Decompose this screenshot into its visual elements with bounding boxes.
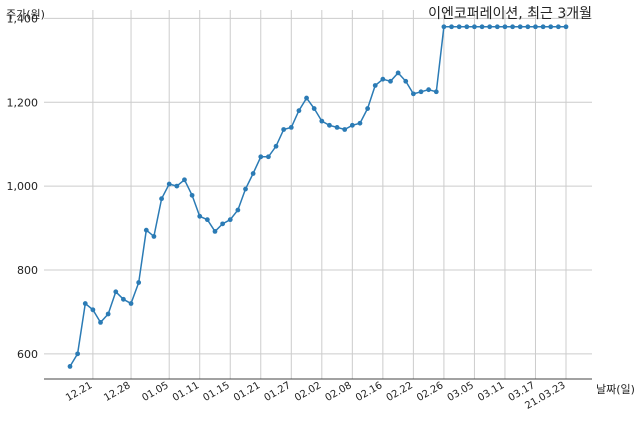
y-tick-label: 1,400 [7,12,39,25]
y-tick-label: 1,200 [7,96,39,109]
grid-lines [44,10,592,379]
data-point [487,24,493,30]
data-point [113,289,119,295]
data-point [235,207,241,213]
data-point [533,24,538,30]
data-point [494,24,500,30]
data-point [349,122,355,128]
data-point [151,234,157,239]
x-tick-label: 01.15 [201,380,231,404]
data-point [472,24,477,30]
data-point [189,192,195,198]
data-point [174,183,180,189]
data-point [197,213,203,219]
data-point [75,351,81,357]
data-point [327,122,332,128]
data-point [372,83,378,88]
data-point [166,181,172,187]
data-point [243,186,248,192]
y-tick-labels: 600 800 1,000 1,200 1,400 [7,12,39,360]
data-point [311,106,317,111]
data-point [143,227,149,233]
data-point [182,177,187,183]
x-tick-label: 01.05 [140,380,170,404]
data-point [227,217,233,223]
data-point [365,106,370,111]
data-points [67,24,569,369]
y-tick-label: 600 [17,348,38,361]
data-point [212,229,218,234]
data-point [121,296,126,302]
x-tick-label: 12.21 [64,380,94,404]
x-tick-labels: 12.21 12.28 01.05 01.11 01.15 01.21 01.27 02.02… [64,380,567,412]
x-tick-label: 02.16 [354,380,384,404]
data-point [319,118,325,124]
data-point [502,24,508,30]
x-tick-label: 02.08 [324,380,354,404]
x-tick-label: 02.26 [415,380,445,404]
data-point [357,120,363,126]
data-point [90,307,96,313]
data-point [281,127,287,132]
data-point [479,24,485,30]
data-point [395,70,401,76]
data-point [266,154,271,160]
data-point [540,24,546,30]
data-point [82,301,88,306]
data-point [433,89,439,95]
data-point [136,280,142,285]
data-point [403,78,409,84]
x-tick-label: 01.27 [262,380,292,404]
data-point [288,125,294,130]
data-point [456,24,462,30]
data-point [510,24,515,30]
data-point [296,108,302,114]
chart-title: 이엔코퍼레이션, 최근 3개월 [428,6,592,22]
data-point [304,95,309,101]
data-point [563,24,569,30]
data-point [517,24,523,30]
data-point [342,127,348,132]
data-point [128,301,134,306]
data-point [426,87,432,93]
x-tick-label: 03.11 [476,380,506,404]
data-point [464,24,470,30]
data-point [273,143,279,149]
y-axis-label: 주가(원) [6,8,45,21]
data-point [388,78,393,84]
data-point [67,364,73,369]
data-point [525,24,531,30]
data-point [410,91,416,97]
x-tick-label: 12.28 [102,380,132,404]
x-tick-label: 03.05 [446,380,476,404]
data-point [220,221,226,227]
x-tick-label: 01.11 [171,380,201,404]
data-point [418,89,424,95]
series-line [69,26,566,367]
x-tick-label: 01.21 [232,380,262,404]
data-point [555,24,561,30]
data-point [441,24,447,30]
data-point [548,24,554,30]
x-tick-label: 02.22 [385,380,415,404]
data-point [98,319,103,325]
data-point [204,217,210,223]
data-point [449,24,454,30]
data-point [380,76,386,82]
data-point [105,311,111,317]
x-tick-label: 02.02 [293,380,323,404]
data-point [334,125,340,130]
data-point [159,196,164,202]
data-point [250,171,256,176]
y-tick-label: 800 [17,264,38,277]
y-tick-label: 1,000 [7,180,39,193]
data-point [258,154,264,160]
x-axis-label: 날짜(일) [596,382,635,396]
